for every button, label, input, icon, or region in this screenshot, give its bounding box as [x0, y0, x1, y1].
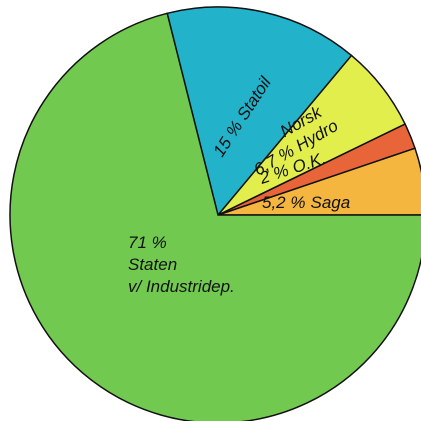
slice-label: 71 % Staten v/ Industridep. — [128, 233, 235, 296]
label-line: 5,2 % Saga — [262, 193, 350, 212]
pie-slice — [9, 12, 421, 421]
category-label: Saga — [310, 193, 350, 212]
value-label: 71 % — [128, 233, 167, 252]
label-line: Staten — [128, 255, 177, 274]
pie-slice — [166, 6, 353, 217]
category-label: Staten — [128, 255, 177, 274]
slice-label: 5,2 % Saga — [262, 193, 350, 212]
label-line: v/ Industridep. — [128, 277, 235, 296]
category-label: v/ Industridep. — [128, 277, 235, 296]
value-label: 5,2 % — [262, 193, 305, 212]
label-line: 71 % — [128, 233, 167, 252]
